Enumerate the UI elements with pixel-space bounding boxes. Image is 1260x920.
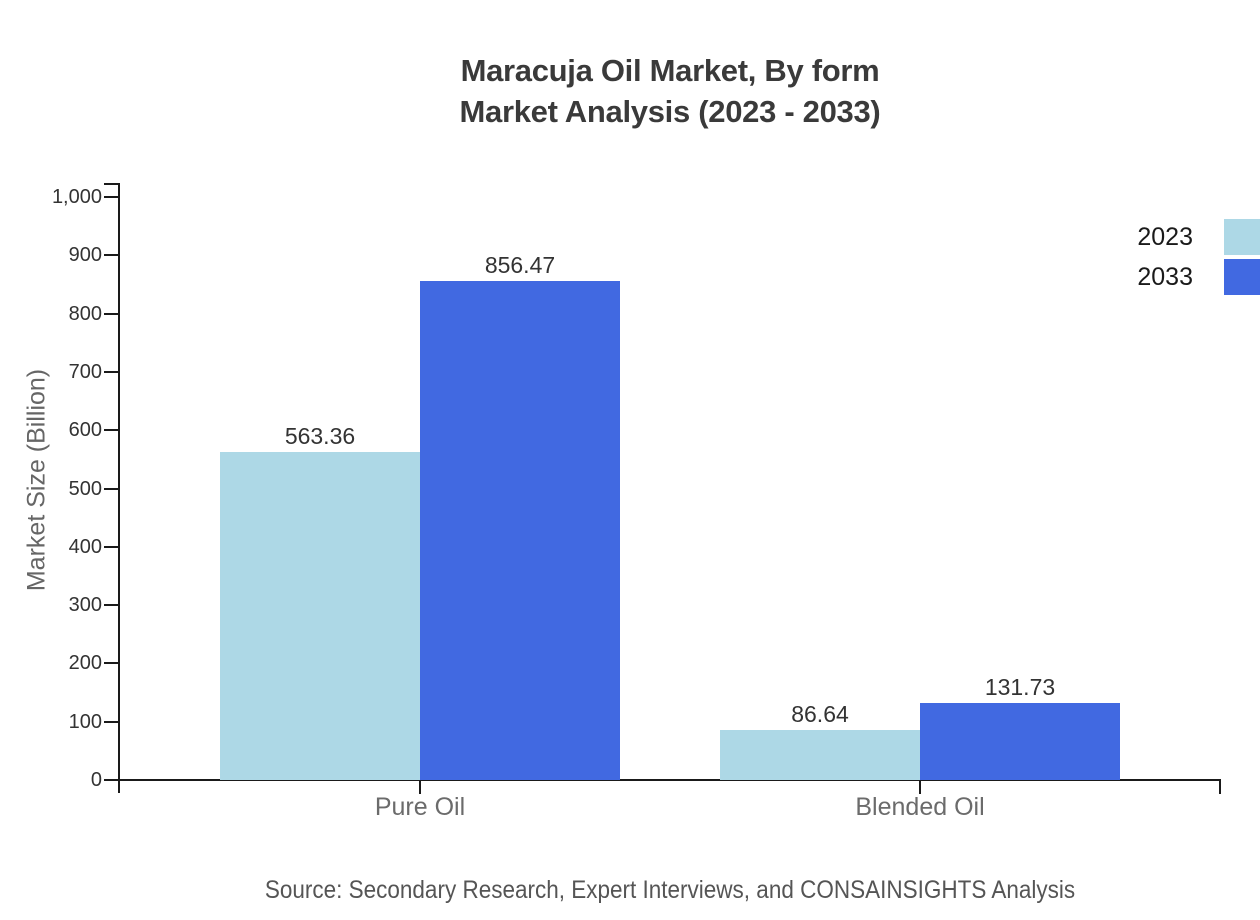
y-tick-700 — [104, 370, 118, 373]
value-label-blended-oil-2033: 131.73 — [984, 674, 1056, 701]
y-tick-label-1000: 1,000 — [51, 186, 102, 208]
y-tick-500 — [104, 487, 118, 490]
x-category-label-pure-oil: Pure Oil — [374, 793, 466, 821]
y-tick-100 — [104, 720, 118, 723]
y-tick-400 — [104, 545, 118, 548]
x-axis-line — [118, 779, 1221, 781]
y-axis-end-tick — [104, 183, 118, 185]
value-label-blended-oil-2023: 86.64 — [791, 700, 849, 727]
value-label-pure-oil-2033: 856.47 — [484, 251, 556, 278]
x-tick-blended-oil — [919, 779, 921, 794]
y-tick-label-900: 900 — [68, 244, 102, 267]
y-tick-label-300: 300 — [68, 594, 102, 617]
legend-swatch-2023 — [1224, 219, 1260, 255]
y-tick-label-500: 500 — [68, 477, 102, 500]
y-tick-label-100: 100 — [68, 710, 102, 733]
y-tick-900 — [104, 254, 118, 257]
source-note: Source: Secondary Research, Expert Inter… — [264, 876, 1076, 904]
y-tick-label-0: 0 — [90, 769, 102, 791]
y-tick-200 — [104, 662, 118, 665]
bar-blended-oil-2023 — [720, 729, 920, 780]
x-axis-end-tick — [1219, 779, 1221, 794]
y-tick-300 — [104, 604, 118, 607]
bar-pure-oil-2023 — [220, 451, 420, 780]
x-tick-pure-oil — [419, 779, 421, 794]
chart-title-line2: Market Analysis (2023 - 2033) — [459, 94, 881, 129]
y-tick-label-800: 800 — [68, 302, 102, 325]
value-label-pure-oil-2023: 563.36 — [284, 422, 356, 449]
bar-blended-oil-2033 — [920, 703, 1120, 780]
y-tick-800 — [104, 312, 118, 315]
y-axis-line — [118, 183, 120, 793]
y-tick-label-700: 700 — [68, 360, 102, 383]
bar-pure-oil-2033 — [420, 280, 620, 780]
y-tick-label-600: 600 — [68, 419, 102, 442]
chart-title-line1: Maracuja Oil Market, By form — [460, 53, 880, 88]
y-tick-label-400: 400 — [68, 535, 102, 558]
legend-label-2033: 2033 — [1137, 263, 1193, 291]
legend-swatch-2033 — [1224, 259, 1260, 295]
x-category-label-blended-oil: Blended Oil — [855, 793, 985, 821]
y-tick-0 — [104, 779, 118, 781]
legend-label-2023: 2023 — [1137, 223, 1193, 251]
y-tick-600 — [104, 429, 118, 432]
y-tick-label-200: 200 — [68, 652, 102, 675]
chart-title: Maracuja Oil Market, By form Market Anal… — [120, 50, 1220, 132]
y-tick-1000 — [104, 196, 118, 198]
